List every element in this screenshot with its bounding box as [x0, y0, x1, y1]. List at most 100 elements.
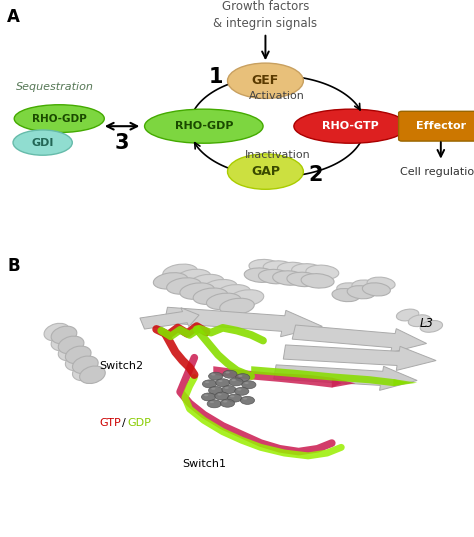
- Ellipse shape: [243, 398, 247, 400]
- Text: Effector: Effector: [416, 121, 466, 131]
- Ellipse shape: [211, 388, 215, 390]
- Text: GTP: GTP: [99, 418, 121, 428]
- Text: 2: 2: [308, 165, 322, 185]
- Ellipse shape: [229, 378, 243, 386]
- Ellipse shape: [362, 283, 391, 296]
- Ellipse shape: [217, 394, 222, 395]
- Ellipse shape: [231, 379, 236, 381]
- Ellipse shape: [292, 264, 325, 278]
- Ellipse shape: [167, 278, 201, 294]
- Ellipse shape: [201, 393, 216, 401]
- Polygon shape: [213, 366, 341, 388]
- Ellipse shape: [180, 283, 214, 299]
- Ellipse shape: [242, 381, 256, 389]
- Ellipse shape: [225, 372, 229, 374]
- Ellipse shape: [420, 321, 443, 332]
- Ellipse shape: [294, 109, 408, 143]
- Ellipse shape: [51, 326, 77, 344]
- Text: Inactivation: Inactivation: [245, 150, 310, 160]
- Ellipse shape: [44, 323, 70, 341]
- Ellipse shape: [203, 279, 237, 296]
- Text: B: B: [7, 257, 20, 274]
- Polygon shape: [393, 379, 417, 386]
- Ellipse shape: [207, 293, 241, 309]
- Ellipse shape: [51, 333, 77, 351]
- Text: Switch1: Switch1: [182, 460, 226, 469]
- Text: GAP: GAP: [251, 165, 280, 178]
- Text: 1: 1: [209, 67, 223, 87]
- Ellipse shape: [249, 259, 282, 274]
- Text: RHO-GDP: RHO-GDP: [32, 114, 87, 124]
- Ellipse shape: [273, 271, 306, 285]
- Ellipse shape: [228, 154, 303, 190]
- Polygon shape: [274, 365, 417, 390]
- Text: GEF: GEF: [252, 74, 279, 88]
- Ellipse shape: [306, 265, 339, 280]
- Ellipse shape: [332, 288, 360, 302]
- Ellipse shape: [352, 280, 380, 293]
- Ellipse shape: [211, 374, 215, 375]
- Ellipse shape: [337, 283, 365, 296]
- Ellipse shape: [301, 274, 334, 288]
- Ellipse shape: [154, 273, 188, 289]
- Ellipse shape: [219, 380, 223, 382]
- Ellipse shape: [176, 269, 210, 286]
- Ellipse shape: [216, 285, 250, 301]
- Ellipse shape: [238, 375, 243, 377]
- Ellipse shape: [220, 399, 235, 407]
- Ellipse shape: [73, 356, 98, 374]
- Ellipse shape: [287, 272, 320, 287]
- Text: Sequestration: Sequestration: [16, 82, 93, 92]
- Ellipse shape: [237, 389, 242, 390]
- Ellipse shape: [58, 343, 84, 361]
- Text: GDI: GDI: [31, 137, 54, 148]
- Ellipse shape: [58, 336, 84, 354]
- Ellipse shape: [163, 264, 197, 280]
- FancyBboxPatch shape: [399, 111, 474, 141]
- Text: 3: 3: [115, 133, 129, 153]
- Ellipse shape: [245, 382, 249, 384]
- Ellipse shape: [228, 394, 242, 402]
- Text: A: A: [7, 8, 20, 26]
- Ellipse shape: [202, 380, 217, 388]
- Ellipse shape: [210, 401, 214, 403]
- Ellipse shape: [235, 387, 249, 395]
- Ellipse shape: [65, 353, 91, 371]
- Ellipse shape: [65, 346, 91, 364]
- Ellipse shape: [258, 270, 292, 284]
- Ellipse shape: [215, 392, 229, 400]
- Ellipse shape: [240, 396, 255, 404]
- Ellipse shape: [244, 268, 277, 282]
- Ellipse shape: [223, 370, 237, 378]
- Text: Switch2: Switch2: [100, 361, 144, 371]
- Ellipse shape: [205, 381, 210, 383]
- Ellipse shape: [236, 374, 250, 382]
- Ellipse shape: [216, 379, 230, 387]
- Polygon shape: [292, 325, 427, 353]
- Ellipse shape: [204, 394, 209, 396]
- Text: L3: L3: [419, 317, 434, 330]
- Ellipse shape: [228, 63, 303, 98]
- Ellipse shape: [220, 298, 254, 315]
- Ellipse shape: [14, 105, 104, 133]
- Ellipse shape: [367, 277, 395, 291]
- Text: Growth factors
& integrin signals: Growth factors & integrin signals: [213, 0, 318, 30]
- Text: RHO-GDP: RHO-GDP: [174, 121, 233, 131]
- Ellipse shape: [347, 286, 375, 299]
- Ellipse shape: [225, 387, 229, 389]
- Ellipse shape: [222, 386, 236, 394]
- Polygon shape: [332, 378, 356, 388]
- Ellipse shape: [277, 262, 310, 277]
- Polygon shape: [164, 307, 322, 337]
- Ellipse shape: [223, 401, 228, 403]
- Text: RHO-GTP: RHO-GTP: [322, 121, 379, 131]
- Ellipse shape: [193, 288, 228, 304]
- Polygon shape: [140, 308, 199, 329]
- Text: Activation: Activation: [249, 91, 305, 101]
- Text: Cell regulation: Cell regulation: [400, 166, 474, 177]
- Ellipse shape: [263, 261, 296, 275]
- Text: /: /: [122, 418, 126, 428]
- Ellipse shape: [396, 309, 419, 321]
- Ellipse shape: [207, 400, 221, 408]
- Ellipse shape: [408, 315, 431, 326]
